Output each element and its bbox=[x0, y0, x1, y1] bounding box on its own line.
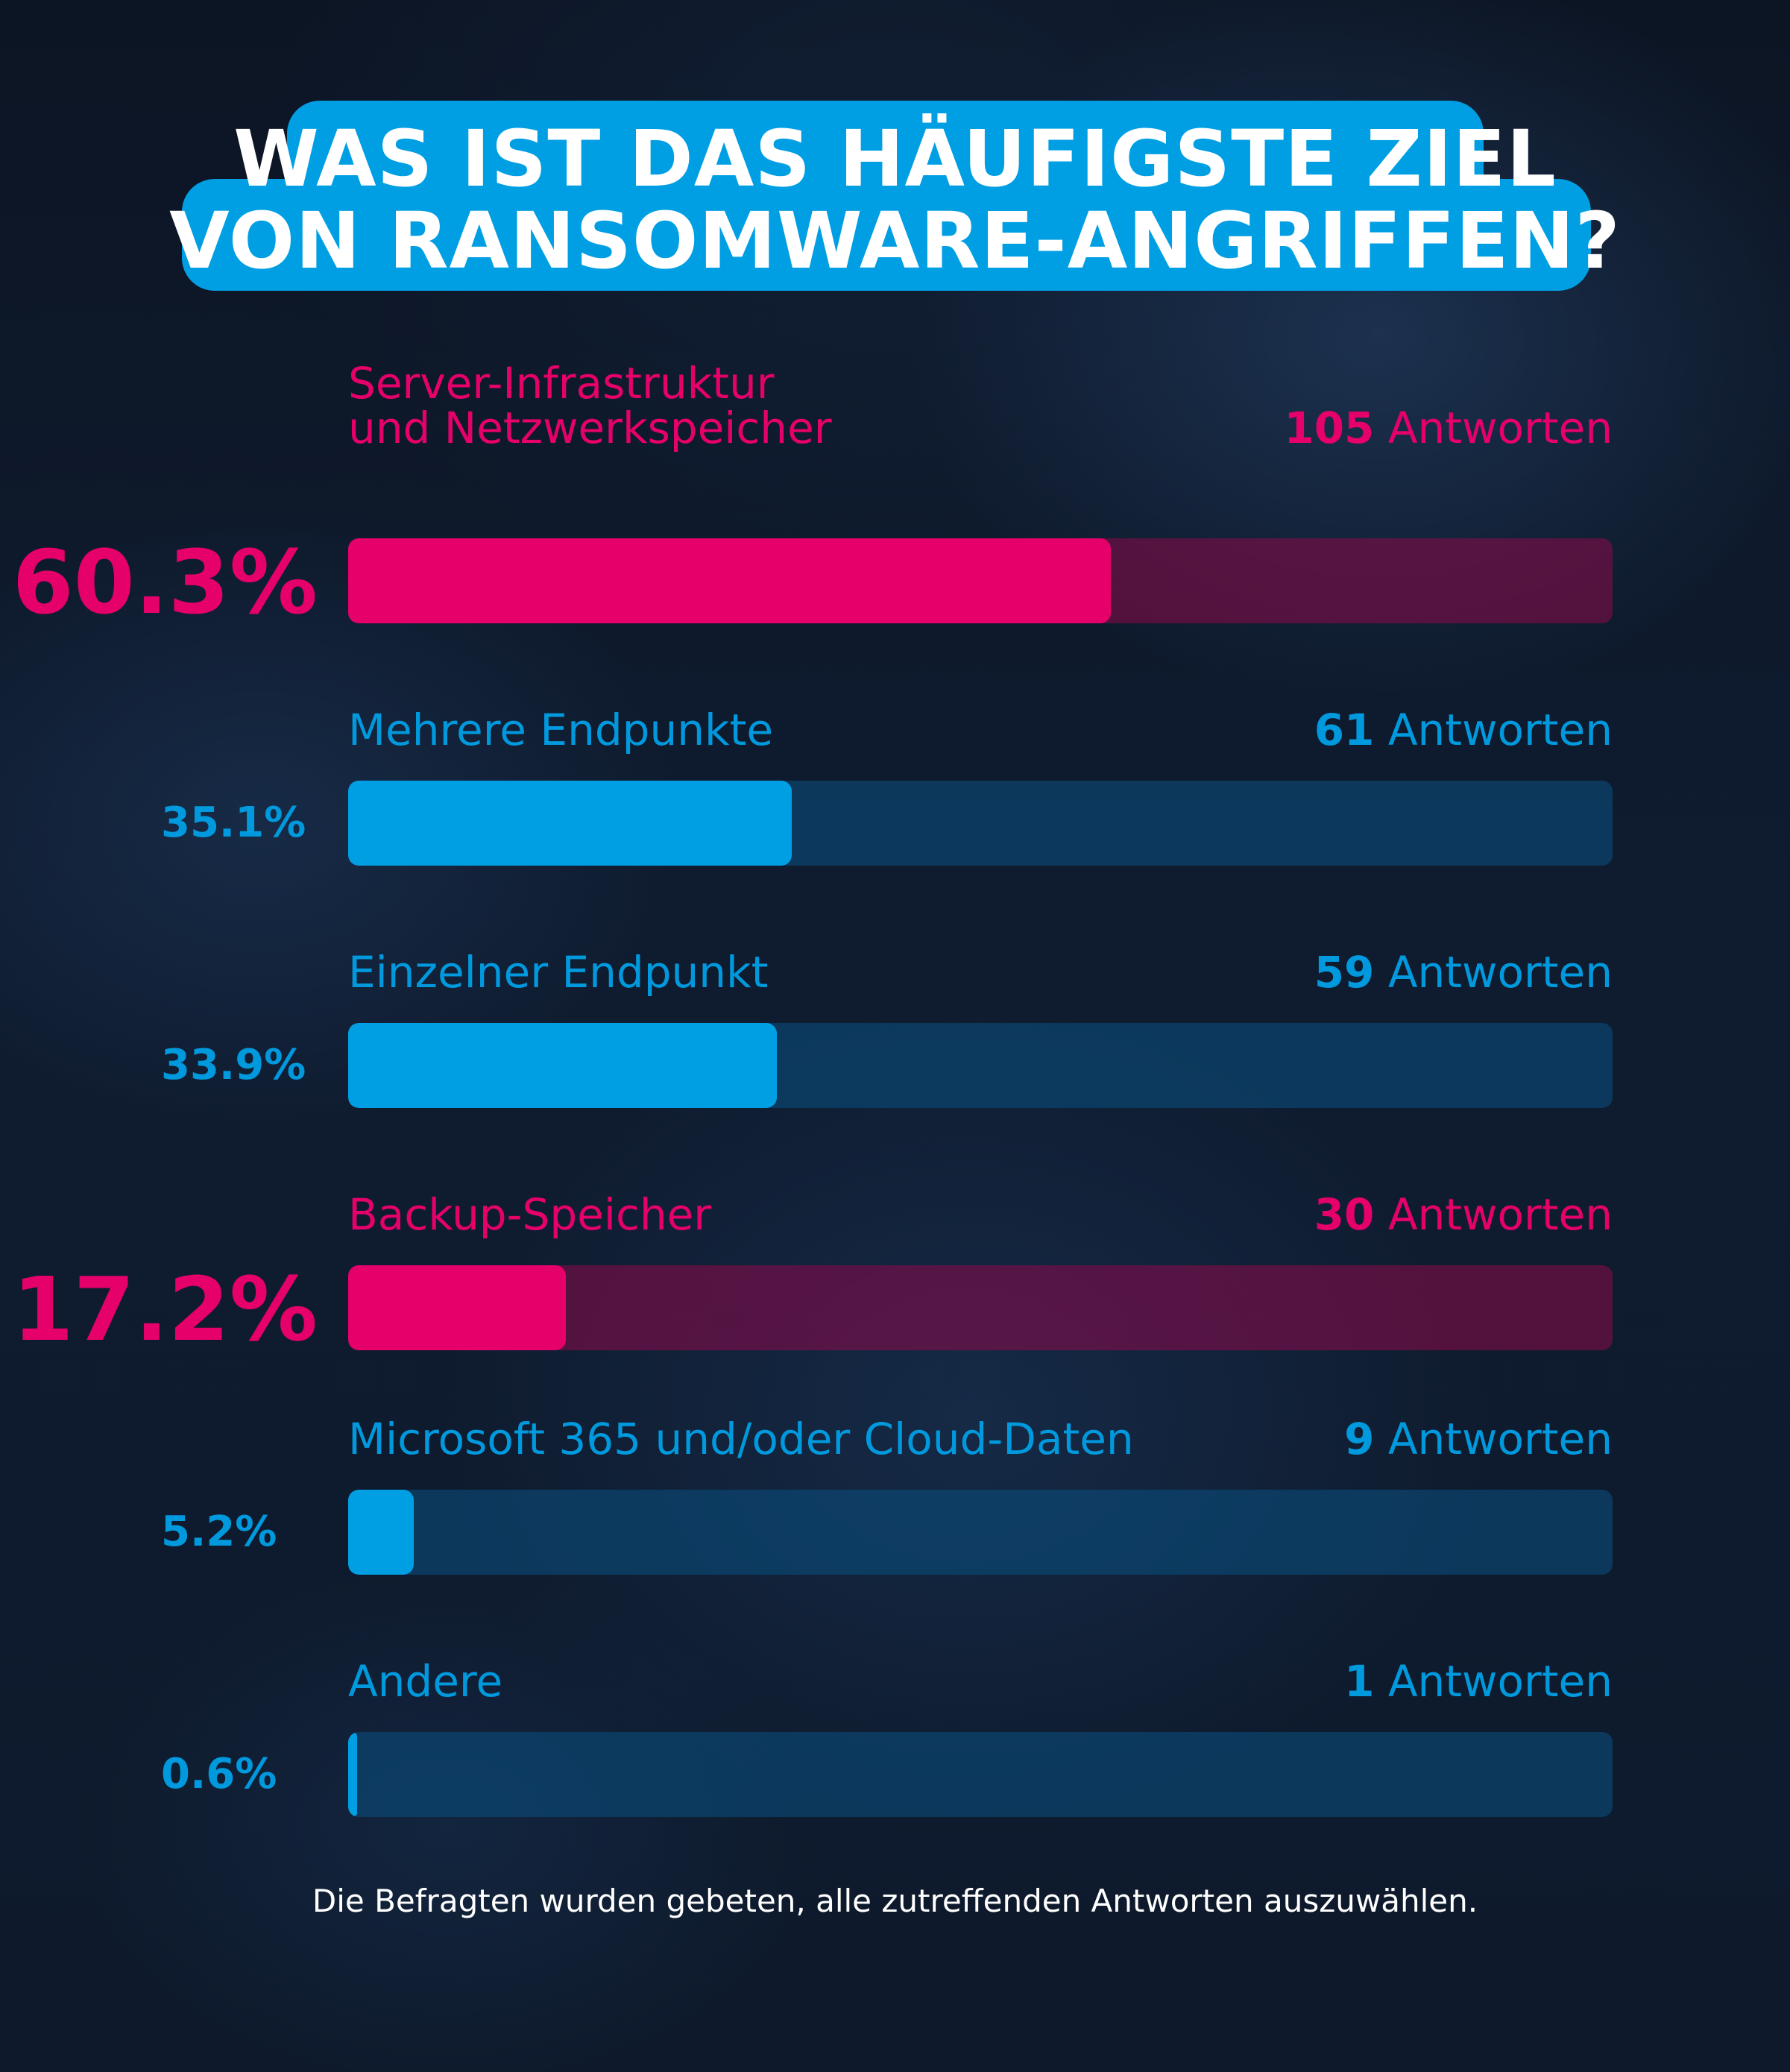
bar-track bbox=[348, 781, 1613, 866]
bar bbox=[348, 538, 1111, 623]
title-banner: WAS IST DAS HÄUFIGSTE ZIEL VON RANSOMWAR… bbox=[0, 101, 1790, 302]
bar-count-label: 59 Antworten bbox=[1314, 943, 1613, 1001]
bar-count-label: 61 Antworten bbox=[1314, 701, 1613, 759]
bar-count-number: 59 bbox=[1314, 947, 1375, 998]
bar-label: Andere bbox=[348, 1656, 503, 1707]
bar-count-label: 30 Antworten bbox=[1314, 1185, 1613, 1244]
bar-track bbox=[348, 1732, 1613, 1817]
bar-track bbox=[348, 1265, 1613, 1350]
bar-count-unit: Antworten bbox=[1374, 1414, 1613, 1464]
bar bbox=[348, 1023, 777, 1108]
bar-count-number: 1 bbox=[1344, 1656, 1375, 1707]
bar-count-unit: Antworten bbox=[1374, 1189, 1613, 1240]
bar-label: Server-Infrastruktur bbox=[348, 358, 775, 409]
bar-track bbox=[348, 538, 1613, 623]
bar-percent-label: 33.9% bbox=[161, 1041, 306, 1089]
bar-percent-label: 17.2% bbox=[12, 1258, 318, 1361]
bar-label: Einzelner Endpunkt bbox=[348, 947, 769, 998]
chart-title-line-2: VON RANSOMWARE-ANGRIFFEN? bbox=[169, 195, 1621, 286]
bar bbox=[348, 781, 792, 866]
bar-count-unit: Antworten bbox=[1374, 1656, 1613, 1707]
bar-label: Mehrere Endpunkte bbox=[348, 705, 774, 755]
bar-count-number: 105 bbox=[1284, 403, 1375, 453]
title-pill-bottom bbox=[182, 179, 1591, 291]
bar-percent-label: 0.6% bbox=[161, 1750, 277, 1798]
bar-track bbox=[348, 1023, 1613, 1108]
bar-count-number: 9 bbox=[1344, 1414, 1375, 1464]
bar bbox=[348, 1265, 566, 1350]
bar-count-label: 9 Antworten bbox=[1344, 1410, 1613, 1468]
bar-label-line-2: und Netzwerkspeicher bbox=[348, 403, 832, 453]
bar bbox=[348, 1490, 414, 1575]
bar-count-label: 105 Antworten bbox=[1284, 399, 1613, 457]
bar-count-unit: Antworten bbox=[1374, 947, 1613, 998]
bar-count-number: 61 bbox=[1314, 705, 1375, 755]
bar-percent-label: 60.3% bbox=[12, 531, 318, 634]
bar-count-unit: Antworten bbox=[1374, 705, 1613, 755]
footnote: Die Befragten wurden gebeten, alle zutre… bbox=[312, 1883, 1478, 1919]
bar-count-number: 30 bbox=[1314, 1189, 1375, 1240]
bar-percent-label: 35.1% bbox=[161, 799, 306, 847]
bar-label: Backup-Speicher bbox=[348, 1189, 712, 1240]
chart-title-line-1: WAS IST DAS HÄUFIGSTE ZIEL bbox=[233, 113, 1557, 204]
bar-percent-label: 5.2% bbox=[161, 1508, 277, 1556]
bar-label: Microsoft 365 und/oder Cloud-Daten bbox=[348, 1414, 1134, 1464]
bar-count-label: 1 Antworten bbox=[1344, 1652, 1613, 1710]
bar-track bbox=[348, 1490, 1613, 1575]
bar bbox=[348, 1732, 357, 1817]
bar-count-unit: Antworten bbox=[1374, 403, 1613, 453]
